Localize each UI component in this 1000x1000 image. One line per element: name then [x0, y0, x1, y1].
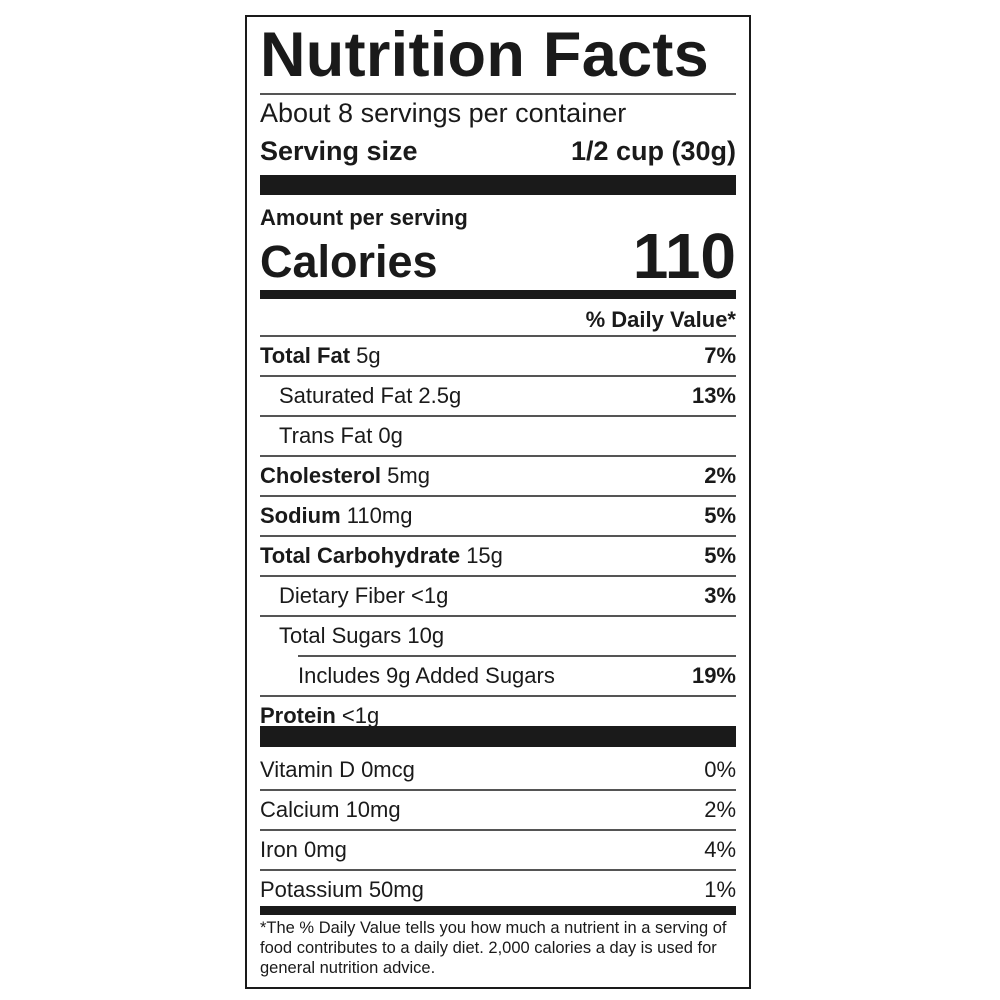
- vitamin-dv: 1%: [704, 877, 736, 902]
- nutrient-dv: 19%: [691, 663, 736, 688]
- nutrient-name: Cholesterol: [260, 463, 382, 488]
- nutrient-amount: 5mg: [387, 463, 430, 488]
- label-title: Nutrition Facts: [260, 20, 710, 90]
- nutrient-list: Total Fat 5g 7% Saturated Fat 2.5g 13% Tra…: [260, 337, 736, 735]
- vitamin-row-iron: Iron 0mg 4%: [260, 831, 736, 869]
- nutrient-name: Sodium: [260, 503, 341, 528]
- nutrient-name: Trans Fat 0g: [279, 423, 403, 448]
- vitamin-name: Iron 0mg: [260, 837, 347, 862]
- calories-value: 110: [632, 220, 736, 292]
- nutrient-amount: 110mg: [346, 503, 413, 528]
- vitamin-dv: 4%: [704, 837, 736, 862]
- serving-size-label: Serving size: [260, 135, 418, 166]
- nutrient-row-dietary-fiber: Dietary Fiber <1g 3%: [260, 577, 736, 615]
- nutrient-name: Total Carbohydrate: [260, 543, 461, 568]
- nutrient-name: Saturated Fat 2.5g: [279, 383, 462, 408]
- nutrient-row-total-sugars: Total Sugars 10g: [260, 617, 736, 655]
- nutrient-row-total-carbohydrate: Total Carbohydrate 15g 5%: [260, 537, 736, 575]
- vitamin-list: Vitamin D 0mcg 0% Calcium 10mg 2% Iron 0mg…: [260, 751, 736, 909]
- nutrient-dv: 5%: [704, 543, 736, 568]
- medium-divider: [260, 906, 736, 915]
- vitamin-name: Vitamin D 0mcg: [260, 757, 415, 782]
- nutrient-dv: 2%: [704, 463, 736, 488]
- vitamin-name: Potassium 50mg: [260, 877, 424, 902]
- calories-row: Calories 110: [260, 220, 736, 292]
- nutrient-name: Protein: [260, 703, 336, 728]
- nutrient-row-added-sugars: Includes 9g Added Sugars 19%: [260, 657, 736, 695]
- nutrient-dv: 13%: [691, 383, 736, 408]
- nutrient-name: Dietary Fiber <1g: [279, 583, 449, 608]
- serving-size-row: Serving size 1/2 cup (30g): [260, 133, 736, 169]
- vitamin-row-calcium: Calcium 10mg 2%: [260, 791, 736, 829]
- nutrition-facts-label: Nutrition Facts About 8 servings per con…: [245, 15, 751, 989]
- vitamin-name: Calcium 10mg: [260, 797, 401, 822]
- medium-divider: [260, 290, 736, 299]
- nutrient-row-protein: Protein <1g: [260, 697, 736, 735]
- serving-size-value: 1/2 cup (30g): [570, 135, 736, 166]
- nutrient-row-sodium: Sodium 110mg 5%: [260, 497, 736, 535]
- nutrient-row-total-fat: Total Fat 5g 7%: [260, 337, 736, 375]
- nutrient-dv: 5%: [704, 503, 736, 528]
- thick-divider: [260, 726, 736, 747]
- vitamin-row-potassium: Potassium 50mg 1%: [260, 871, 736, 909]
- nutrient-name: Total Fat: [260, 343, 351, 368]
- nutrient-amount: <1g: [341, 703, 380, 728]
- nutrient-name: Includes 9g Added Sugars: [298, 663, 555, 688]
- nutrient-dv: 7%: [704, 343, 736, 368]
- thick-divider: [260, 175, 736, 195]
- nutrient-amount: 15g: [466, 543, 503, 568]
- nutrient-name: Total Sugars 10g: [279, 623, 445, 648]
- servings-per-container: About 8 servings per container: [260, 98, 627, 128]
- nutrient-amount: 5g: [356, 343, 381, 368]
- nutrient-row-trans-fat: Trans Fat 0g: [260, 417, 736, 455]
- vitamin-dv: 0%: [704, 757, 736, 782]
- nutrient-dv: 3%: [704, 583, 736, 608]
- nutrient-row-cholesterol: Cholesterol 5mg 2%: [260, 457, 736, 495]
- divider: [260, 93, 736, 95]
- vitamin-row-vitamin-d: Vitamin D 0mcg 0%: [260, 751, 736, 789]
- nutrient-row-saturated-fat: Saturated Fat 2.5g 13%: [260, 377, 736, 415]
- vitamin-dv: 2%: [704, 797, 736, 822]
- footnote: *The % Daily Value tells you how much a …: [260, 919, 727, 977]
- calories-label: Calories: [260, 236, 438, 287]
- amount-per-serving: Amount per serving: [260, 205, 468, 230]
- daily-value-header: % Daily Value*: [585, 307, 736, 332]
- divider: [260, 335, 736, 337]
